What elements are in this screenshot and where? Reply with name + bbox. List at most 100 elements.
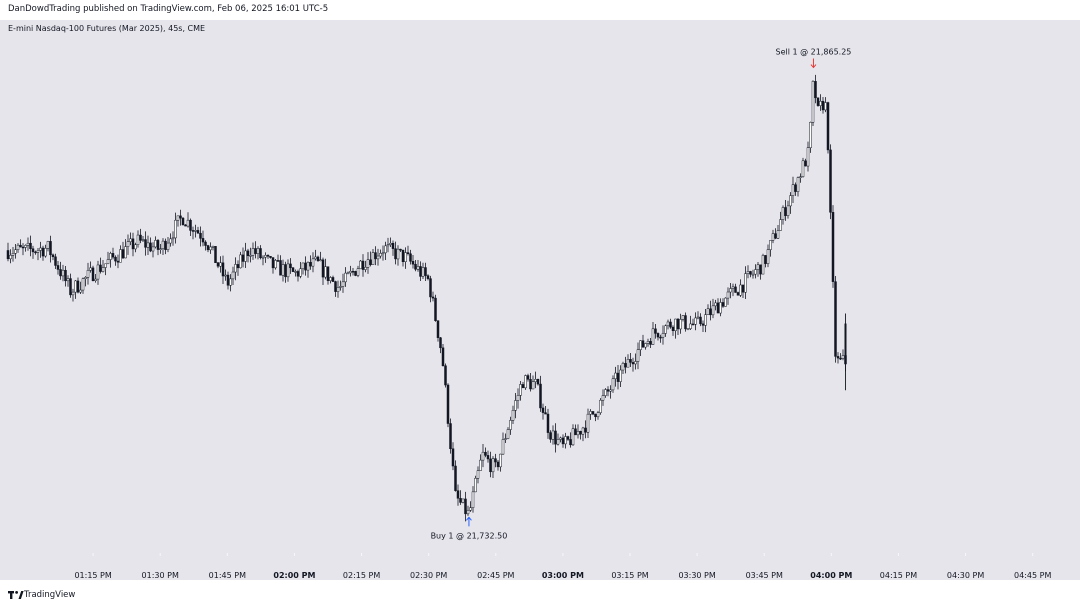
candle bbox=[106, 251, 110, 265]
candle-body bbox=[424, 267, 427, 276]
candle-body bbox=[396, 248, 400, 260]
candle-body bbox=[59, 269, 62, 277]
candle-body bbox=[706, 308, 710, 315]
candle-body bbox=[291, 267, 295, 272]
candle-body bbox=[419, 266, 422, 277]
candle-body bbox=[254, 248, 257, 254]
candle-body bbox=[416, 266, 420, 270]
candle-body bbox=[249, 255, 252, 257]
candle-body bbox=[784, 207, 787, 216]
candle-body bbox=[226, 274, 230, 286]
candle-body bbox=[331, 277, 335, 282]
candle bbox=[566, 435, 570, 441]
candle bbox=[339, 280, 342, 291]
candle-body bbox=[741, 284, 745, 293]
candle bbox=[796, 176, 800, 197]
candle bbox=[91, 265, 95, 282]
candle bbox=[691, 318, 695, 326]
candle bbox=[264, 252, 267, 263]
sell-trade-label: Sell 1 @ 21,865.25 bbox=[776, 48, 852, 57]
candle bbox=[46, 240, 50, 252]
tradingview-brand: TradingView bbox=[24, 590, 76, 600]
candle-body bbox=[91, 267, 95, 281]
candle-body bbox=[156, 240, 160, 250]
candle bbox=[496, 459, 500, 471]
candle bbox=[309, 255, 312, 270]
candle bbox=[66, 275, 70, 287]
candle-body bbox=[771, 233, 775, 241]
candle bbox=[226, 271, 230, 290]
candle bbox=[336, 280, 340, 298]
candle bbox=[96, 260, 100, 285]
candle bbox=[84, 276, 87, 287]
candle bbox=[54, 253, 57, 269]
candle bbox=[369, 251, 372, 267]
candle-body bbox=[364, 267, 367, 270]
candle-body bbox=[704, 314, 707, 326]
candle-body bbox=[294, 271, 297, 273]
candle bbox=[64, 266, 67, 287]
candle bbox=[211, 245, 215, 251]
candle-body bbox=[394, 248, 397, 260]
candle-body bbox=[71, 291, 75, 296]
candle bbox=[359, 259, 362, 270]
candle-body bbox=[124, 246, 127, 259]
candle-body bbox=[604, 389, 607, 396]
candle-body bbox=[659, 336, 662, 339]
candle bbox=[786, 200, 790, 219]
candle bbox=[836, 352, 840, 364]
candle-body bbox=[754, 269, 757, 275]
candle-body bbox=[614, 372, 617, 380]
candle-body bbox=[781, 207, 785, 220]
candle bbox=[666, 319, 670, 330]
time-tick-label: 02:00 PM bbox=[273, 571, 315, 580]
candle-body bbox=[606, 389, 610, 392]
candle bbox=[606, 386, 610, 397]
candle-body bbox=[521, 384, 525, 389]
candle bbox=[116, 254, 120, 269]
candle bbox=[366, 252, 370, 274]
candle bbox=[411, 255, 415, 269]
candle-body bbox=[406, 252, 410, 254]
candle-body bbox=[491, 458, 495, 473]
candle-body bbox=[639, 340, 642, 350]
candle-body bbox=[199, 232, 202, 239]
candle bbox=[94, 273, 97, 283]
candle bbox=[816, 97, 820, 107]
candle bbox=[674, 318, 677, 339]
candle-body bbox=[159, 248, 162, 250]
candle-body bbox=[144, 239, 147, 248]
candle-body bbox=[151, 246, 155, 252]
candle-body bbox=[799, 176, 802, 178]
candle-body bbox=[684, 315, 687, 330]
candle-body bbox=[594, 413, 597, 418]
candle-body bbox=[171, 237, 175, 240]
candle bbox=[711, 298, 715, 319]
candle-body bbox=[34, 251, 37, 254]
candle bbox=[621, 361, 625, 375]
chart-plot-area[interactable] bbox=[0, 20, 1080, 580]
candle bbox=[654, 324, 657, 339]
candle bbox=[749, 270, 752, 278]
candle bbox=[126, 234, 130, 255]
time-tick-label: 04:30 PM bbox=[947, 571, 984, 580]
candle-body bbox=[751, 273, 755, 276]
candle-body bbox=[49, 241, 52, 256]
candle bbox=[651, 321, 655, 345]
candle bbox=[634, 353, 637, 370]
candle-body bbox=[786, 205, 790, 216]
candle bbox=[304, 256, 307, 276]
candle-body bbox=[386, 244, 390, 247]
candle bbox=[86, 262, 90, 285]
candle bbox=[224, 269, 227, 281]
candle bbox=[166, 237, 170, 253]
candle-body bbox=[591, 411, 595, 415]
candle-body bbox=[104, 263, 107, 268]
candle-body bbox=[231, 271, 235, 280]
candle bbox=[494, 453, 497, 468]
candle-body bbox=[631, 362, 635, 365]
candle bbox=[331, 275, 335, 283]
candle-body bbox=[506, 429, 510, 439]
candle-body bbox=[499, 453, 502, 468]
